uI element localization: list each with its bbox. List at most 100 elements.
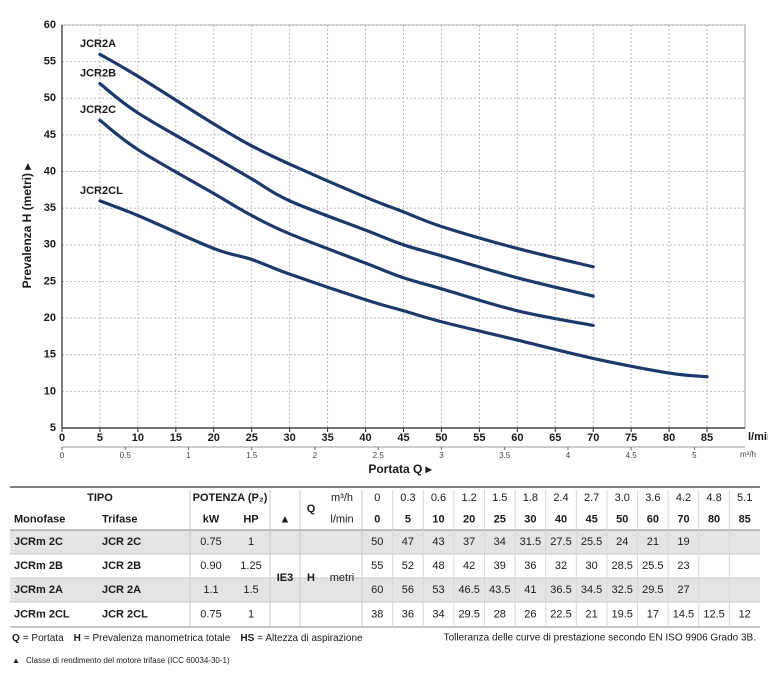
head-cell: 34.5 — [581, 584, 602, 596]
x-tick-label: 40 — [359, 432, 371, 444]
flow-cell: 0.3 — [400, 492, 415, 504]
x-tick-label: 5 — [97, 432, 103, 444]
flow-cell: 50 — [616, 513, 628, 525]
legend-text: = Prevalenza manometrica totale — [84, 633, 231, 644]
model-cell: JCR 2A — [102, 584, 141, 596]
header-cell: Q — [307, 503, 316, 515]
head-cell: 47 — [402, 536, 414, 548]
x-tick-label: 20 — [208, 432, 220, 444]
model-cell: JCR 2CL — [102, 608, 148, 620]
power-cell: 0.75 — [200, 608, 221, 620]
y-tick-label: 55 — [44, 56, 56, 68]
x-tick-label: 80 — [663, 432, 675, 444]
head-cell: 19 — [677, 536, 689, 548]
power-cell: 1 — [248, 608, 254, 620]
head-cell: 32 — [555, 560, 567, 572]
head-cell: 43.5 — [489, 584, 510, 596]
flow-cell: 0 — [374, 513, 380, 525]
head-cell: 32.5 — [612, 584, 633, 596]
header-cell: H — [307, 572, 315, 584]
y-tick-label: 40 — [44, 165, 56, 177]
header-cell: ▲ — [280, 513, 291, 525]
x-tick-label: 70 — [587, 432, 599, 444]
head-cell: 41 — [524, 584, 536, 596]
head-cell: 36 — [524, 560, 536, 572]
x2-tick-label: 3 — [439, 451, 444, 460]
curve-label: JCR2CL — [80, 185, 123, 197]
head-cell: 48 — [432, 560, 444, 572]
flow-cell: 5 — [405, 513, 411, 525]
curve — [98, 199, 709, 379]
head-cell: 25.5 — [642, 560, 663, 572]
head-cell: 37 — [463, 536, 475, 548]
flow-cell: 25 — [494, 513, 506, 525]
flow-cell: 0.6 — [431, 492, 446, 504]
head-cell: 52 — [402, 560, 414, 572]
head-cell: 19.5 — [612, 608, 633, 620]
head-cell: 55 — [371, 560, 383, 572]
header-cell: kW — [203, 513, 220, 525]
x2-tick-label: 0.5 — [120, 451, 132, 460]
power-cell: 1 — [248, 536, 254, 548]
flow-cell: 30 — [524, 513, 536, 525]
head-cell: 23 — [677, 560, 689, 572]
head-cell: 26 — [524, 608, 536, 620]
flow-cell: 2.4 — [553, 492, 568, 504]
legend-text: = Portata — [23, 633, 64, 644]
header-cell: TIPO — [87, 492, 113, 504]
head-cell: 28 — [494, 608, 506, 620]
head-cell: 21 — [647, 536, 659, 548]
model-cell: JCRm 2C — [14, 536, 63, 548]
x2-tick-label: 4.5 — [626, 451, 638, 460]
head-cell: 42 — [463, 560, 475, 572]
curve — [98, 82, 595, 298]
x-tick-label: 55 — [473, 432, 485, 444]
flow-cell: 4.2 — [676, 492, 691, 504]
x-unit: l/min — [748, 431, 768, 443]
header-cell: HP — [243, 513, 258, 525]
legend-text: = Altezza di aspirazione — [257, 633, 363, 644]
flow-cell: 1.2 — [462, 492, 477, 504]
head-cell: 25.5 — [581, 536, 602, 548]
curve-label: JCR2A — [80, 38, 116, 50]
x-tick-label: 75 — [625, 432, 637, 444]
footer-legend: Q = Portata H = Prevalenza manometrica tota… — [12, 633, 363, 644]
head-cell: 30 — [585, 560, 597, 572]
header-cell: metri — [330, 572, 354, 584]
head-cell: 12 — [739, 608, 751, 620]
head-cell: 43 — [432, 536, 444, 548]
head-cell: 14.5 — [673, 608, 694, 620]
x-axis-title: Portata Q ▸ — [368, 462, 432, 476]
power-cell: 0.75 — [200, 536, 221, 548]
x-tick-label: 30 — [284, 432, 296, 444]
x-tick-label: 0 — [59, 432, 65, 444]
flow-cell: 4.8 — [706, 492, 721, 504]
x-tick-label: 60 — [511, 432, 523, 444]
power-cell: 0.90 — [200, 560, 221, 572]
curve-label: JCR2B — [80, 68, 116, 80]
head-cell: 60 — [371, 584, 383, 596]
x2-tick-label: 3.5 — [499, 451, 511, 460]
y-tick-label: 15 — [44, 349, 56, 361]
flow-cell: 5.1 — [737, 492, 752, 504]
footer-symbol: ▲ — [12, 656, 20, 665]
head-cell: 36 — [402, 608, 414, 620]
flow-cell: 60 — [647, 513, 659, 525]
model-cell: JCRm 2A — [14, 584, 63, 596]
head-cell: 29.5 — [458, 608, 479, 620]
head-cell: 29.5 — [642, 584, 663, 596]
head-cell: 38 — [371, 608, 383, 620]
y-tick-label: 50 — [44, 92, 56, 104]
header-cell: Monofase — [14, 513, 65, 525]
y-tick-label: 45 — [44, 129, 56, 141]
head-cell: 46.5 — [458, 584, 479, 596]
head-cell: 34 — [494, 536, 506, 548]
y-tick-label: 35 — [44, 202, 56, 214]
y-tick-label: 20 — [44, 312, 56, 324]
head-cell: 12.5 — [703, 608, 724, 620]
flow-cell: 80 — [708, 513, 720, 525]
x2-tick-label: 4 — [566, 451, 571, 460]
footer-tolerance: Tolleranza delle curve di prestazione se… — [444, 633, 756, 644]
y-axis-title: Prevalenza H (metri) ▸ — [20, 163, 34, 289]
